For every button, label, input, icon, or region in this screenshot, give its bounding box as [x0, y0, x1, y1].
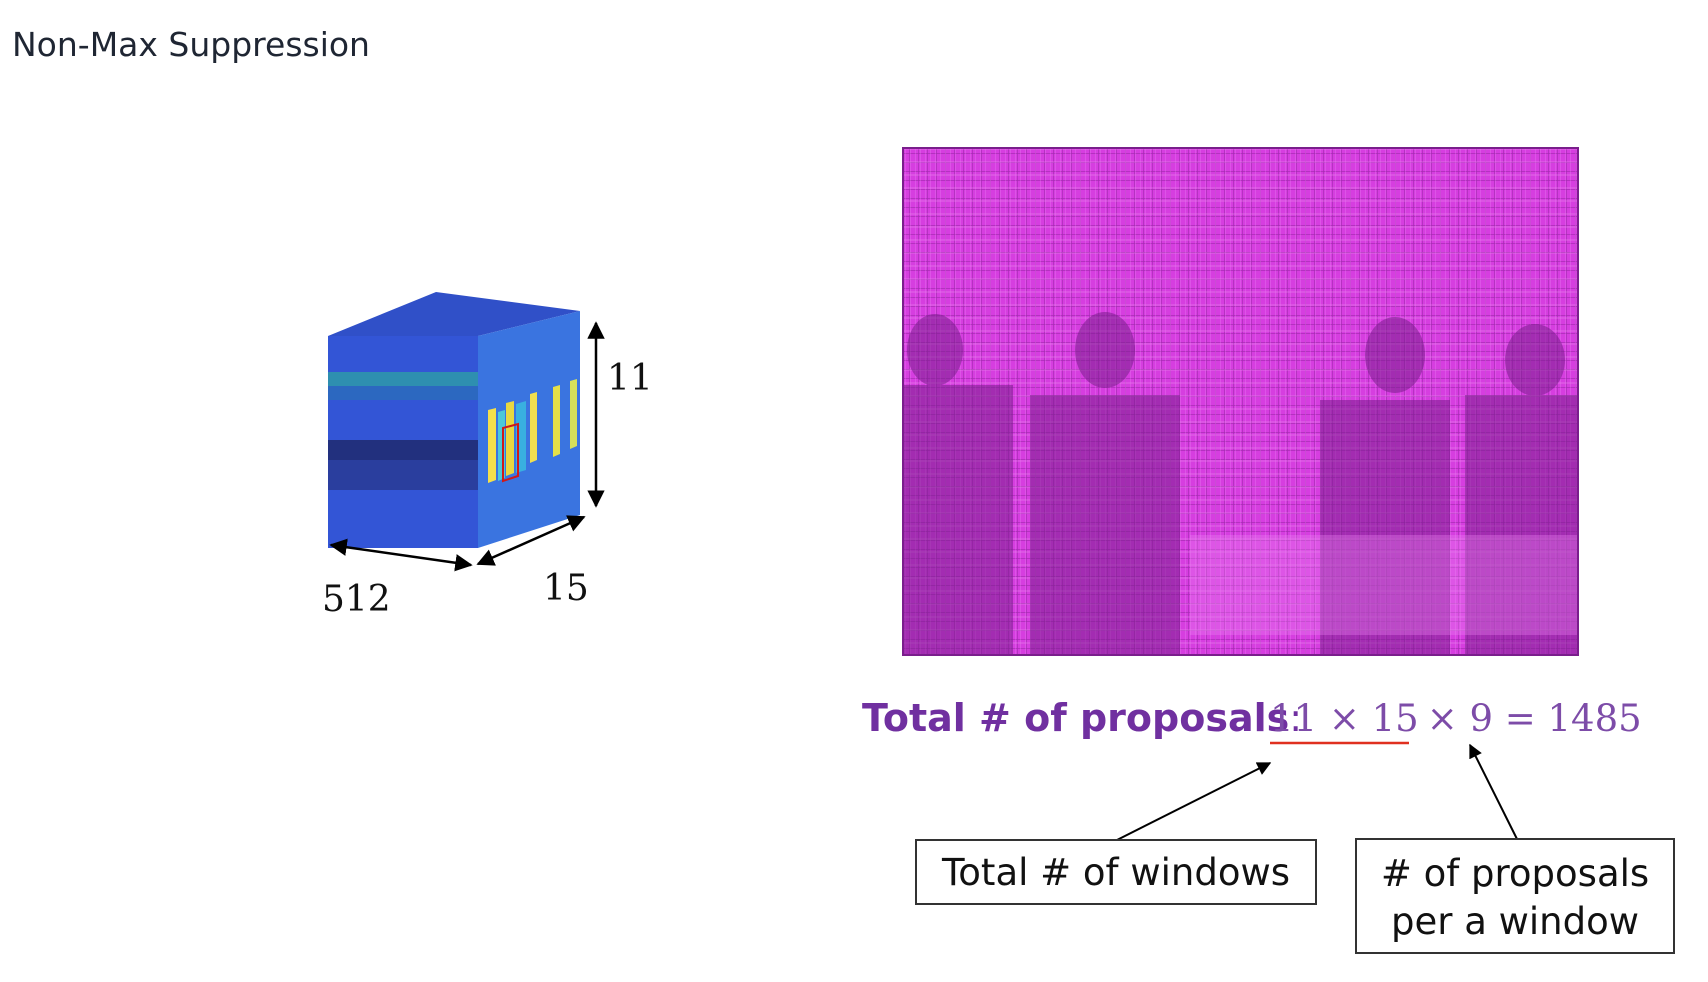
callout-text: # of proposals: [1381, 852, 1649, 895]
cube-depth-label: 512: [322, 579, 391, 620]
cube-height-label: 11: [607, 358, 653, 399]
cube-stripe: [328, 460, 478, 490]
table-area: [1190, 535, 1578, 635]
formula-windows: 11 × 15: [1270, 697, 1419, 740]
callout-box: [915, 839, 1317, 905]
people-silhouettes: [903, 312, 1578, 655]
formula: Total # of proposals: 11 × 15 × 9 = 1485: [862, 696, 1642, 740]
formula-label: Total # of proposals: [862, 696, 1289, 740]
callout-text: per a window: [1391, 900, 1639, 943]
arrow: [1469, 743, 1518, 840]
proposal-image: [902, 147, 1579, 656]
callout-box: [1355, 838, 1675, 954]
image-border: [902, 147, 1579, 656]
arrow: [329, 538, 473, 572]
arrow: [1116, 762, 1272, 841]
callout-text: Total # of windows: [941, 851, 1290, 894]
cube-heat: [488, 379, 577, 483]
cube-top: [328, 292, 580, 336]
cube-width-label: 15: [543, 568, 589, 609]
page-title: Non-Max Suppression: [12, 25, 370, 64]
cube-stripe: [328, 440, 478, 460]
feature-cube: 11 512 15: [322, 292, 653, 620]
formula-separator: :: [1289, 696, 1302, 740]
arrow: [476, 515, 586, 566]
formula-rest: × 9 = 1485: [1427, 697, 1642, 740]
cube-stripe: [328, 372, 478, 386]
cube-stripe: [328, 386, 478, 400]
cube-right: [478, 311, 580, 548]
